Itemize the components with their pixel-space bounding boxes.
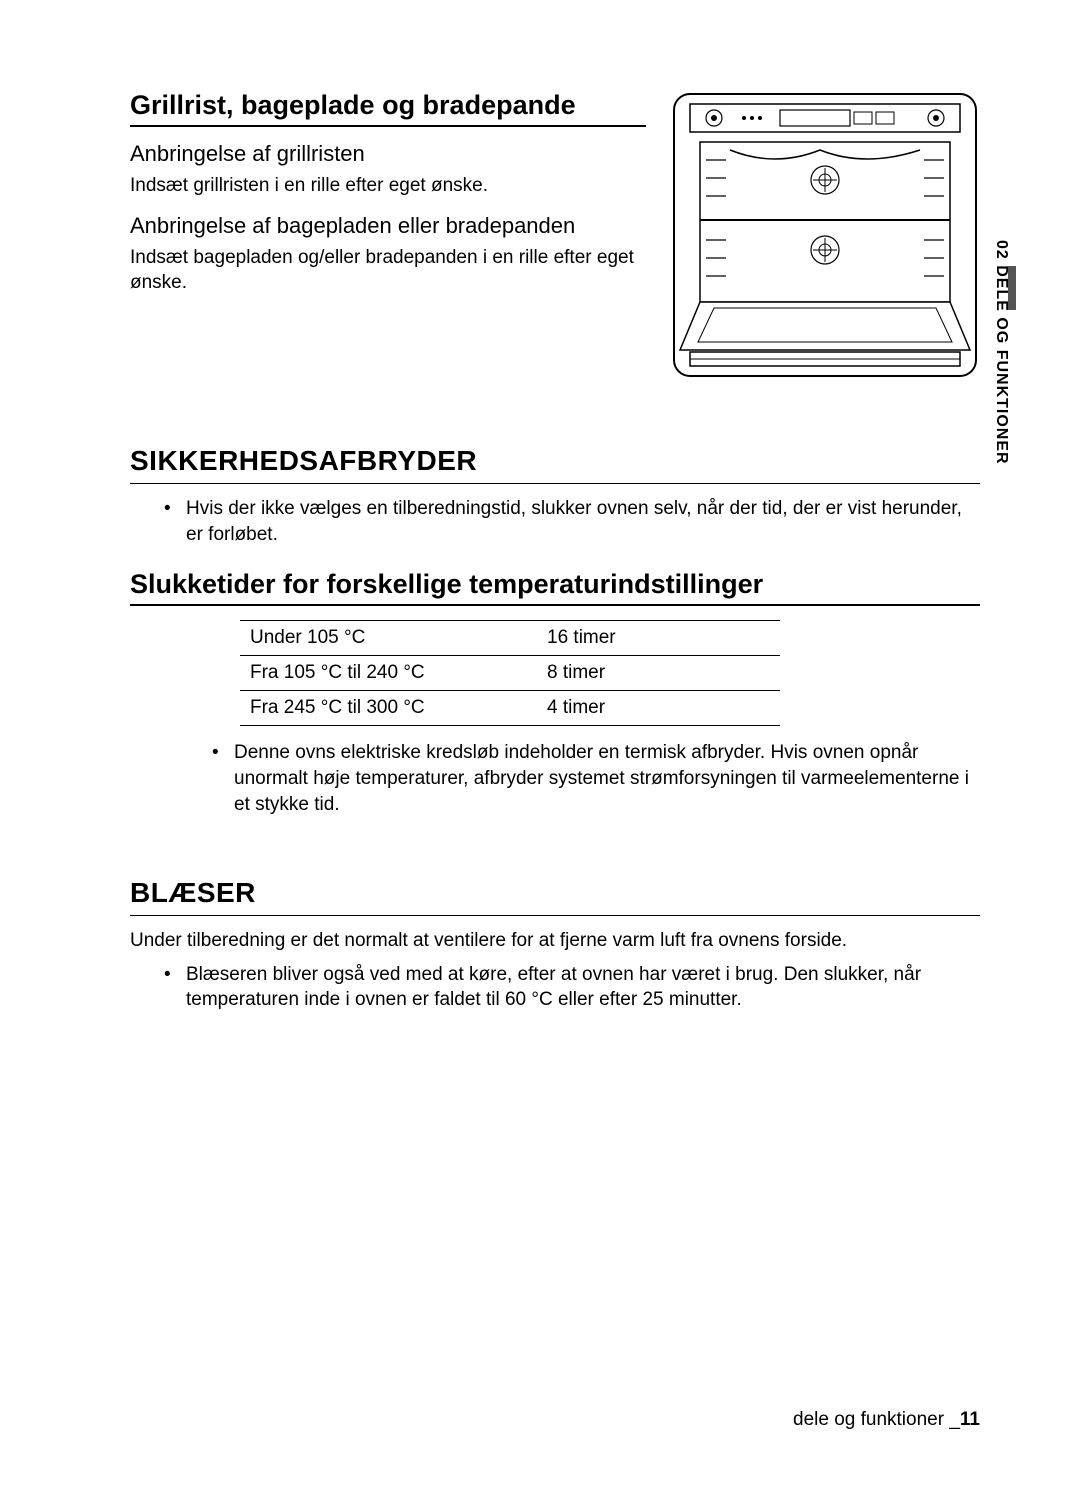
table-row: Under 105 °C16 timer <box>240 621 780 656</box>
section2-sub-title: Slukketider for forskellige temperaturin… <box>130 569 980 606</box>
section-grillrist: Grillrist, bageplade og bradepande Anbri… <box>130 90 980 385</box>
section1-sub1-body: Indsæt grillristen i en rille efter eget… <box>130 173 646 199</box>
table-cell: Fra 245 °C til 300 °C <box>240 691 537 726</box>
page-footer: dele og funktioner _11 <box>793 1409 980 1431</box>
table-cell: 4 timer <box>537 691 780 726</box>
section3-bullet: Blæseren bliver også ved med at køre, ef… <box>130 962 980 1013</box>
section2-title: SIKKERHEDSAFBRYDER <box>130 445 980 484</box>
table-cell: 8 timer <box>537 656 780 691</box>
table-row: Fra 105 °C til 240 °C8 timer <box>240 656 780 691</box>
table-cell: 16 timer <box>537 621 780 656</box>
table-cell: Fra 105 °C til 240 °C <box>240 656 537 691</box>
footer-text: dele og funktioner _ <box>793 1409 960 1430</box>
section-tab-label: 02 DELE OG FUNKTIONER <box>992 240 1010 465</box>
footer-page: 11 <box>960 1409 980 1430</box>
section1-sub2-body: Indsæt bagepladen og/eller bradepanden i… <box>130 245 646 296</box>
section2-note: Denne ovns elektriske kredsløb indeholde… <box>130 740 980 817</box>
table-cell: Under 105 °C <box>240 621 537 656</box>
oven-diagram <box>670 90 980 380</box>
section3-body: Under tilberedning er det normalt at ven… <box>130 928 980 954</box>
shutoff-table: Under 105 °C16 timerFra 105 °C til 240 °… <box>240 620 780 726</box>
section2-bullet: Hvis der ikke vælges en tilberedningstid… <box>130 496 980 547</box>
section3-title: BLÆSER <box>130 877 980 916</box>
table-row: Fra 245 °C til 300 °C4 timer <box>240 691 780 726</box>
section-tab: 02 DELE OG FUNKTIONER <box>988 240 1016 570</box>
section1-sub2-title: Anbringelse af bagepladen eller bradepan… <box>130 213 646 239</box>
section1-title: Grillrist, bageplade og bradepande <box>130 90 646 127</box>
section1-sub1-title: Anbringelse af grillristen <box>130 141 646 167</box>
